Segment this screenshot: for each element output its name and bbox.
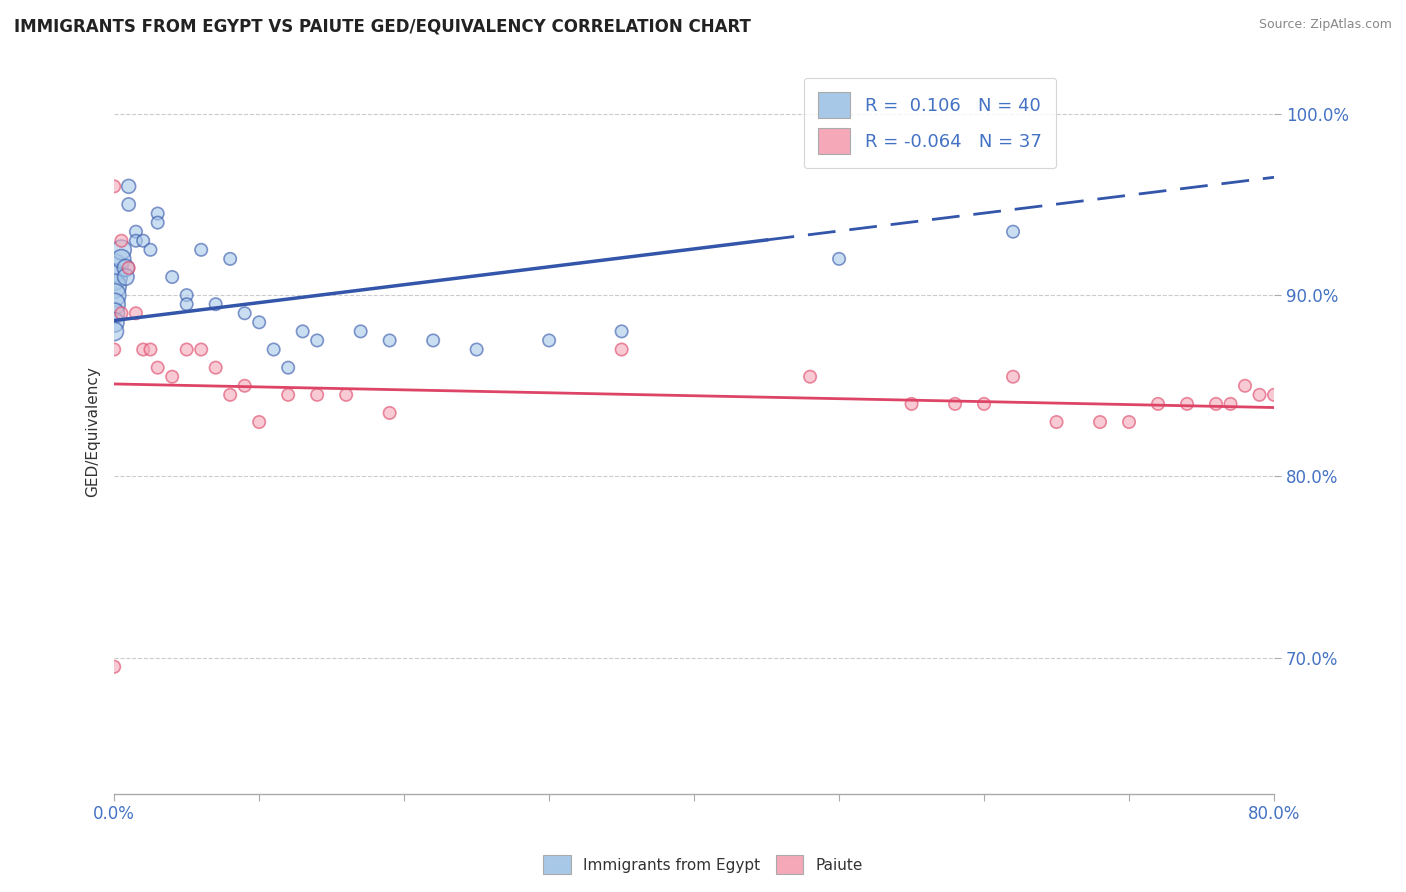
Point [114,260,136,275]
Text: IMMIGRANTS FROM EGYPT VS PAIUTE GED/EQUIVALENCY CORRELATION CHART: IMMIGRANTS FROM EGYPT VS PAIUTE GED/EQUI… [14,18,751,36]
Point [538,334,561,348]
Text: Source: ZipAtlas.com: Source: ZipAtlas.com [1258,18,1392,31]
Point [233,378,256,392]
Point [160,369,183,384]
Point [610,343,633,357]
Point [176,297,198,311]
Point [103,260,125,275]
Point [277,388,299,402]
Point [1002,369,1025,384]
Point [973,397,995,411]
Point [1045,415,1067,429]
Point [146,360,169,375]
Point [103,279,125,293]
Point [176,343,198,357]
Point [219,252,242,266]
Point [233,306,256,320]
Point [110,243,132,257]
Point [118,179,141,194]
Point [263,343,285,357]
Point [378,406,401,420]
Point [125,306,148,320]
Point [1002,225,1025,239]
Point [132,343,155,357]
Point [247,415,270,429]
Point [277,360,299,375]
Point [103,306,125,320]
Point [110,234,132,248]
Point [465,343,488,357]
Point [1205,397,1227,411]
Point [146,216,169,230]
Point [350,325,373,339]
Point [118,197,141,211]
Point [335,388,357,402]
Point [1263,388,1285,402]
Point [114,270,136,285]
Point [900,397,922,411]
Y-axis label: GED/Equivalency: GED/Equivalency [86,366,100,497]
Point [103,297,125,311]
Point [307,334,329,348]
Legend: Immigrants from Egypt, Paiute: Immigrants from Egypt, Paiute [537,849,869,880]
Point [160,270,183,285]
Point [110,306,132,320]
Point [118,260,141,275]
Point [1219,397,1241,411]
Point [943,397,966,411]
Point [190,343,212,357]
Point [1147,397,1170,411]
Point [828,252,851,266]
Point [247,315,270,329]
Point [1175,397,1198,411]
Point [103,325,125,339]
Point [799,369,821,384]
Point [291,325,314,339]
Point [103,343,125,357]
Point [103,288,125,302]
Point [204,360,226,375]
Point [103,315,125,329]
Legend: R =  0.106   N = 40, R = -0.064   N = 37: R = 0.106 N = 40, R = -0.064 N = 37 [803,78,1056,169]
Point [146,206,169,220]
Point [1249,388,1271,402]
Point [1118,415,1140,429]
Point [307,388,329,402]
Point [132,234,155,248]
Point [378,334,401,348]
Point [219,388,242,402]
Point [110,252,132,266]
Point [422,334,444,348]
Point [103,179,125,194]
Point [610,325,633,339]
Point [103,660,125,674]
Point [139,243,162,257]
Point [1234,378,1257,392]
Point [125,234,148,248]
Point [1088,415,1111,429]
Point [125,225,148,239]
Point [204,297,226,311]
Point [190,243,212,257]
Point [103,270,125,285]
Point [176,288,198,302]
Point [139,343,162,357]
